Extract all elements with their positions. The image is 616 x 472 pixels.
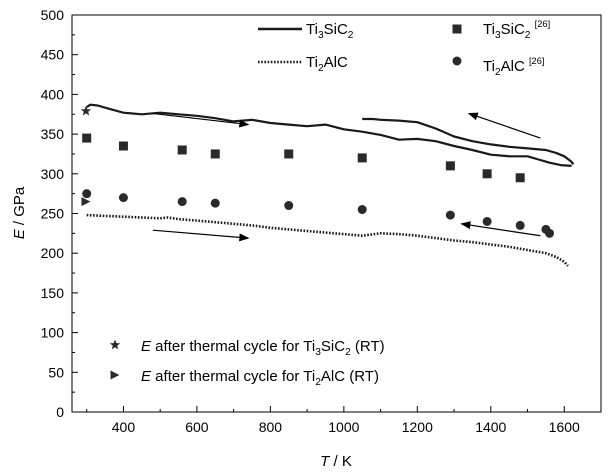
y-tick-label: 400 [41, 86, 65, 102]
legend-top: Ti3SiC2 Ti2AlC Ti3SiC2 [26] Ti2AlC [26] [258, 19, 550, 78]
legend-label: Ti3SiC2 [306, 21, 354, 41]
axis-ticks: 0 50 100 150 200 250 300 350 400 450 500 400 600 800 1… [41, 7, 580, 435]
legend-marker-square [452, 24, 462, 34]
legend-bottom: E after thermal cycle for Ti3SiC2 (RT) E … [109, 338, 385, 388]
x-tick-label: 1400 [475, 419, 506, 435]
series-line [86, 213, 569, 267]
scatter-marks [80, 105, 555, 238]
annotation-arrow [152, 112, 250, 128]
data-point-square [445, 161, 455, 171]
series-line [362, 117, 575, 165]
x-tick-label: 800 [259, 419, 283, 435]
data-point-circle [357, 205, 367, 215]
x-tick-label: 1600 [549, 419, 580, 435]
x-tick-label: 600 [185, 419, 209, 435]
y-tick-label: 200 [41, 245, 65, 261]
y-tick-label: 350 [41, 126, 65, 142]
data-point-circle [284, 201, 294, 211]
x-axis-label: T / K [320, 453, 352, 470]
legend-label: E after thermal cycle for Ti3SiC2 (RT) [141, 338, 385, 358]
legend-label: E after thermal cycle for Ti2AlC (RT) [141, 368, 379, 388]
data-point-circle [177, 197, 187, 207]
data-point-star [80, 105, 92, 116]
data-point-circle [482, 216, 492, 226]
y-tick-label: 300 [41, 166, 65, 182]
legend-label: Ti2AlC [26] [483, 56, 544, 78]
data-point-square [284, 149, 294, 159]
y-tick-label: 450 [41, 47, 65, 63]
annotation-arrows [152, 112, 541, 242]
y-tick-label: 150 [41, 285, 65, 301]
data-point-square [357, 153, 367, 163]
data-point-square [177, 145, 187, 155]
annotation-arrow [467, 112, 541, 139]
data-point-square [118, 141, 128, 151]
data-point-square [210, 149, 220, 159]
data-point-circle [445, 210, 455, 220]
y-axis-label: E / GPa [11, 186, 28, 239]
series-line [86, 103, 572, 167]
legend-marker-star [109, 339, 121, 350]
data-point-circle [210, 198, 220, 208]
y-tick-label: 500 [41, 7, 65, 23]
data-point-triangle-right [81, 197, 91, 207]
annotation-arrow [152, 229, 250, 242]
data-point-square [515, 173, 525, 183]
y-tick-label: 100 [41, 325, 65, 341]
x-tick-label: 1200 [402, 419, 433, 435]
y-tick-label: 50 [48, 364, 64, 380]
annotation-arrow [460, 221, 541, 237]
legend-label: Ti2AlC [306, 54, 348, 74]
data-point-circle [515, 220, 525, 230]
x-tick-label: 400 [112, 419, 136, 435]
data-point-circle [82, 189, 92, 199]
data-point-circle [118, 193, 128, 203]
y-tick-label: 250 [41, 206, 65, 222]
data-point-square [482, 169, 492, 179]
data-point-square [82, 133, 92, 143]
legend-marker-circle [452, 56, 462, 66]
legend-marker-triangle [110, 370, 120, 380]
y-tick-label: 0 [56, 404, 64, 420]
data-point-circle [545, 228, 555, 238]
x-tick-label: 1000 [328, 419, 359, 435]
series-lines [86, 103, 575, 267]
legend-label: Ti3SiC2 [26] [483, 19, 550, 41]
